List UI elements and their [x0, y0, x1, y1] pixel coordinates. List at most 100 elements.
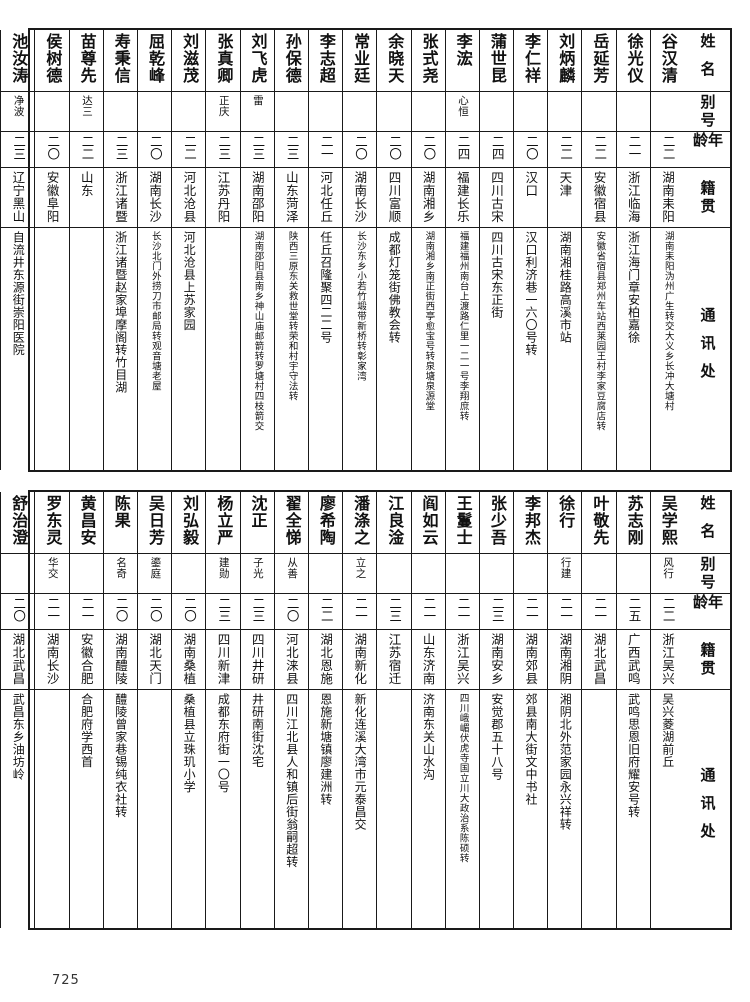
- roster-table-top: 姓名 别号 年龄 籍贯 通讯处 谷汉清 二二 湖南耒阳 湖南耒阳沩州广生转交大义乡长冲大塘村 徐光…: [0, 28, 732, 472]
- person-age: 二三: [489, 597, 505, 622]
- person-column[interactable]: 王鬘士 二一 浙江吴兴 四川峨嵋伏虎寺国立川大政治系陈硕转: [444, 492, 479, 928]
- person-column[interactable]: 刘飞虎雷二三 湖南邵阳 湖南邵阳县南乡神山庙邮箭转罗塘村四枝箭交: [239, 30, 274, 470]
- person-column[interactable]: 杨立严 建勋 二三 四川新津 成都东府街一〇号: [205, 492, 240, 928]
- person-age: 二三: [284, 135, 300, 160]
- person-column[interactable]: 徐行 行建 二一 湖南湘阴 湘阴北外范家园永兴祥转: [547, 492, 582, 928]
- person-column[interactable]: 吴学熙 风行 二二 浙江吴兴 吴兴菱湖前丘: [649, 492, 684, 928]
- person-origin-cell: 浙江临海: [616, 168, 650, 228]
- person-column[interactable]: 孙保德 二三 山东菏泽 陕西三原东关救世堂转荣和村宇守法转: [273, 30, 308, 470]
- person-column[interactable]: 罗东灵 华交 二一 湖南长沙: [34, 492, 69, 928]
- person-column[interactable]: 蒲世昆 二四 四川古宋 四川古宋东正街: [478, 30, 514, 470]
- person-address-cell: 汉口利济巷一六〇号转: [514, 228, 547, 470]
- person-age-cell: 二三: [103, 132, 137, 168]
- person-address-cell: 四川江北县人和镇后街翁嗣超转: [275, 690, 308, 928]
- person-age-cell: 二〇: [103, 594, 137, 630]
- person-address-cell: 长沙北门外捞刀市邮局转观音塘老屋: [138, 228, 171, 470]
- person-column[interactable]: 刘滋茂 二二 河北沧县 河北沧县上苏家园: [171, 30, 206, 470]
- person-column[interactable]: 舒治澄 二〇 湖北武昌 武昌东乡油坊岭: [0, 492, 35, 928]
- person-column[interactable]: 刘炳麟 二二 天津 湖南湘桂路高溪市站: [547, 30, 582, 470]
- person-column[interactable]: 张真卿 正庆 二三 江苏丹阳: [205, 30, 240, 470]
- person-age: 二一: [626, 135, 642, 160]
- person-column[interactable]: 李浤 心恒 二四 福建长乐 福建福州南台上渡路仁里一二一号李翔庶转: [444, 30, 479, 470]
- person-column[interactable]: 江良淦 二三 江苏宿迁: [376, 492, 411, 928]
- person-address-cell: [582, 690, 615, 928]
- person-column[interactable]: 李志超 二一 河北任丘 任丘召隆聚四二二号: [307, 30, 343, 470]
- person-age: 二〇: [387, 135, 403, 160]
- person-alias: 正庆: [217, 95, 230, 117]
- person-column[interactable]: 吴日芳 鎏庭 二〇 湖北天门: [137, 492, 172, 928]
- person-origin-cell: 四川新津: [206, 630, 240, 690]
- person-column[interactable]: 李邦杰 二一 湖南郊县 郊县南大街文中书社: [513, 492, 548, 928]
- person-alias-cell: [274, 92, 308, 132]
- person-address: 湖南邵阳县南乡神山庙邮箭转罗塘村四枝箭交: [252, 231, 264, 431]
- person-name-cell: 舒治澄: [1, 492, 35, 554]
- person-age: 二二: [660, 135, 676, 160]
- person-name: 谷汉清: [658, 33, 678, 84]
- person-column[interactable]: 叶敬先 二一 湖北武昌: [581, 492, 616, 928]
- person-column[interactable]: 余晓天 二〇 四川富顺 成都灯笼街佛教会转: [376, 30, 411, 470]
- person-origin: 山东: [78, 171, 94, 197]
- person-column[interactable]: 寿秉信 二三 浙江诸暨 浙江诸暨赵家埠摩阁转竹目湖: [102, 30, 137, 470]
- person-column[interactable]: 张少吾 二三 湖南安乡 安觉郡五十八号: [478, 492, 514, 928]
- person-address: 安徽省宿县郑州车站西莱园王村李家豆腐店转: [594, 231, 606, 431]
- person-column[interactable]: 常业廷 二〇 湖南长沙 长沙东乡小若竹塅带新桥转彰家湾: [342, 30, 377, 470]
- person-age: 二一: [592, 597, 608, 622]
- person-column[interactable]: 张式尧 二〇 湖南湘乡 湖南湘乡南正街西亭愈宝号转泉塘泉源堂: [410, 30, 445, 470]
- person-address: 长沙北门外捞刀市邮局转观音塘老屋: [149, 231, 161, 391]
- person-column[interactable]: 潘涤之 立之 二一 湖南新化 新化连溪大湾市元泰昌交: [342, 492, 377, 928]
- person-column[interactable]: 刘弘毅 二〇 湖南桑植 桑植县立珠玑小学: [171, 492, 206, 928]
- person-address-cell: [35, 228, 68, 470]
- person-age: 二〇: [284, 597, 300, 622]
- roster-table-bottom: 姓名 别号 年龄 籍贯 通讯处 吴学熙 风行 二二 浙江吴兴 吴兴菱湖前丘 苏志刚 二五 广西武鸣 武鸣思…: [0, 490, 732, 930]
- person-origin-cell: 汉口: [514, 168, 548, 228]
- person-alias-cell: 子光: [240, 554, 274, 594]
- row-label-address-text: 通讯处: [698, 307, 717, 391]
- person-origin-cell: 浙江吴兴: [650, 630, 684, 690]
- person-name-cell: 翟全悌: [274, 492, 308, 554]
- person-column[interactable]: 苗尊先 达三 二二 山东: [68, 30, 103, 470]
- person-alias-cell: [308, 554, 343, 594]
- person-column[interactable]: 屈乾峰 二〇 湖南长沙 长沙北门外捞刀市邮局转观音塘老屋: [137, 30, 172, 470]
- person-origin: 湖南新化: [352, 633, 368, 685]
- person-address-cell: [70, 228, 103, 470]
- person-column[interactable]: 沈正 子光 二三 四川井研 井研南街沈宅: [239, 492, 274, 928]
- person-address: 武昌东乡油坊岭: [11, 693, 26, 781]
- row-label-address: 通讯处: [684, 690, 730, 928]
- person-address: 湖南耒阳沩州广生转交大义乡长冲大塘村: [662, 231, 674, 411]
- person-name-cell: 张少吾: [479, 492, 514, 554]
- person-name-cell: 江良淦: [377, 492, 411, 554]
- person-origin: 湖南郊县: [523, 633, 539, 685]
- person-address-cell: 任丘召隆聚四二二号: [309, 228, 342, 470]
- person-column[interactable]: 谷汉清 二二 湖南耒阳 湖南耒阳沩州广生转交大义乡长冲大塘村: [649, 30, 684, 470]
- person-column[interactable]: 徐光仪 二一 浙江临海 浙江海门章安柏嘉徐: [615, 30, 650, 470]
- person-column[interactable]: 阎如云 二一 山东济南 济南东关山水沟: [410, 492, 445, 928]
- person-age-cell: 二三: [206, 132, 240, 168]
- person-name: 潘涤之: [351, 495, 371, 546]
- person-alias: 鎏庭: [149, 557, 162, 579]
- person-column[interactable]: 池汝涛 净波 二三 辽宁黑山 自流井东源街崇阳医院: [0, 30, 35, 470]
- person-origin: 汉口: [523, 171, 539, 197]
- person-column[interactable]: 廖希陶 二二 湖北恩施 恩施新塘镇廖建洲转: [307, 492, 343, 928]
- person-origin-cell: 山东济南: [411, 630, 445, 690]
- person-name: 刘滋茂: [180, 33, 200, 84]
- person-column[interactable]: 翟全悌 从善 二〇 河北涞县 四川江北县人和镇后街翁嗣超转: [273, 492, 308, 928]
- row-label-name: 姓名: [684, 492, 730, 554]
- person-age: 二三: [216, 135, 232, 160]
- person-column[interactable]: 陈果 名奇 二〇 湖南醴陵 醴陵曾家巷锡纯衣社转: [102, 492, 137, 928]
- row-label-column: 姓名 别号 年龄 籍贯 通讯处: [684, 30, 730, 470]
- person-column[interactable]: 岳延芳 二二 安徽宿县 安徽省宿县郑州车站西莱园王村李家豆腐店转: [581, 30, 616, 470]
- person-column[interactable]: 侯树德 二〇 安徽阜阳: [34, 30, 69, 470]
- person-age-cell: 二三: [206, 594, 240, 630]
- person-origin-cell: 江苏丹阳: [206, 168, 240, 228]
- person-alias-cell: [616, 554, 650, 594]
- person-column[interactable]: 黄昌安 二一 安徽合肥 合肥府学西首: [68, 492, 103, 928]
- person-address-cell: 福建福州南台上渡路仁里一二一号李翔庶转: [446, 228, 479, 470]
- person-column[interactable]: 李仁祥 二〇 汉口 汉口利济巷一六〇号转: [513, 30, 548, 470]
- person-address: 郊县南大街文中书社: [524, 693, 539, 806]
- person-alias-cell: 净波: [1, 92, 35, 132]
- person-column[interactable]: 苏志刚 二五 广西武鸣 武鸣思恩旧府耀安号转: [615, 492, 650, 928]
- person-address: 桑植县立珠玑小学: [182, 693, 197, 793]
- person-origin-cell: 四川富顺: [377, 168, 411, 228]
- person-origin: 四川井研: [249, 633, 265, 685]
